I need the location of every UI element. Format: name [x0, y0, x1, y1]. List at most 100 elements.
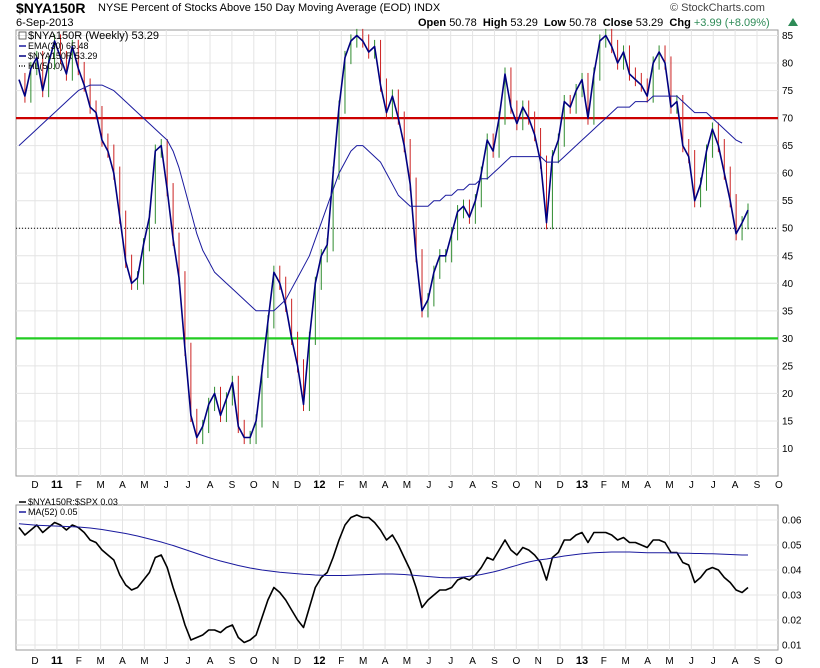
y-tick-label: 0.04: [782, 566, 802, 577]
x-tick-label: N: [272, 480, 279, 491]
legend-entry: $NYA150R 53.29: [28, 51, 97, 61]
y-tick-label: 10: [782, 444, 794, 455]
x-tick-label: D: [556, 656, 563, 667]
panel-1-frame: [15, 29, 779, 477]
series-line-ema-30-: [18, 84, 743, 312]
y-tick-label: 0.01: [782, 641, 802, 652]
chart-date: 6-Sep-2013: [16, 17, 74, 29]
x-tick-label: J: [186, 480, 191, 491]
close-value: 53.29: [635, 17, 664, 29]
x-tick-label: F: [76, 480, 82, 491]
x-tick-label: S: [491, 656, 498, 667]
y-tick-label: 0.03: [782, 591, 802, 602]
x-tick-label: M: [403, 480, 411, 491]
x-tick-label: J: [689, 480, 694, 491]
x-tick-label: F: [338, 656, 344, 667]
legend-entry: $NYA150R:$SPX 0.03: [28, 497, 118, 507]
x-tick-label: A: [207, 480, 214, 491]
y-tick-label: 65: [782, 141, 794, 152]
y-tick-label: 15: [782, 416, 794, 427]
brand-label: © StockCharts.com: [670, 2, 765, 14]
x-tick-label: 12: [313, 479, 325, 491]
x-tick-label: S: [754, 480, 761, 491]
x-tick-label: A: [469, 656, 476, 667]
x-tick-label: S: [229, 480, 236, 491]
x-tick-label: N: [535, 656, 542, 667]
collapse-arrow-icon[interactable]: [788, 18, 798, 26]
x-tick-label: M: [403, 656, 411, 667]
y-tick-label: 0.05: [782, 541, 802, 552]
y-tick-label: 0.06: [782, 516, 802, 527]
low-value: 50.78: [569, 17, 597, 29]
x-tick-label: M: [140, 656, 148, 667]
x-tick-label: J: [448, 480, 453, 491]
x-tick-label: M: [665, 480, 673, 491]
x-tick-label: N: [535, 480, 542, 491]
x-tick-label: N: [272, 656, 279, 667]
y-tick-label: 45: [782, 251, 794, 262]
series-line--nya150r: [18, 34, 749, 439]
series-line--nya150r-spx: [18, 514, 749, 644]
x-tick-label: D: [31, 656, 38, 667]
chart-description: NYSE Percent of Stocks Above 150 Day Mov…: [98, 2, 440, 14]
x-tick-label: S: [491, 480, 498, 491]
x-tick-label: 12: [313, 655, 325, 667]
y-tick-label: 30: [782, 334, 794, 345]
y-tick-label: 50: [782, 224, 794, 235]
y-tick-label: 80: [782, 59, 794, 70]
chg-value: +3.99 (+8.09%): [693, 17, 770, 29]
x-tick-label: J: [426, 656, 431, 667]
x-tick-label: A: [469, 480, 476, 491]
x-tick-label: M: [140, 480, 148, 491]
y-tick-label: 35: [782, 306, 794, 317]
x-tick-label: A: [119, 480, 126, 491]
x-tick-label: M: [622, 480, 630, 491]
x-tick-label: A: [382, 480, 389, 491]
chart-symbol: $NYA150R: [16, 0, 86, 16]
x-tick-label: O: [250, 480, 258, 491]
y-tick-label: 85: [782, 31, 794, 42]
x-tick-label: F: [601, 480, 607, 491]
x-tick-label: 13: [576, 655, 588, 667]
y-tick-label: 25: [782, 361, 794, 372]
x-tick-label: A: [207, 656, 214, 667]
x-tick-label: M: [622, 656, 630, 667]
legend-entry: HL(50.0): [28, 61, 63, 71]
x-tick-label: D: [31, 480, 38, 491]
low-label: Low: [544, 17, 567, 29]
chg-label: Chg: [669, 17, 691, 29]
x-tick-label: O: [775, 656, 783, 667]
open-value: 50.78: [449, 17, 477, 29]
x-tick-label: F: [338, 480, 344, 491]
x-tick-label: D: [294, 480, 301, 491]
y-tick-label: 70: [782, 114, 794, 125]
x-tick-label: 11: [51, 479, 63, 491]
high-label: High: [482, 17, 508, 29]
high-value: 53.29: [510, 17, 538, 29]
x-tick-label: M: [96, 480, 104, 491]
legend-box-icon: [18, 31, 27, 40]
x-tick-label: J: [426, 480, 431, 491]
x-tick-label: F: [76, 656, 82, 667]
exchange-text: INDX: [413, 2, 441, 14]
x-tick-label: O: [512, 656, 520, 667]
close-label: Close: [602, 17, 633, 29]
x-tick-label: J: [711, 480, 716, 491]
x-tick-label: M: [96, 656, 104, 667]
x-tick-label: J: [448, 656, 453, 667]
x-tick-label: M: [359, 480, 367, 491]
x-tick-label: 13: [576, 479, 588, 491]
x-tick-label: J: [186, 656, 191, 667]
description-text: NYSE Percent of Stocks Above 150 Day Mov…: [98, 2, 411, 14]
legend-entry: $NYA150R (Weekly) 53.29: [28, 30, 159, 42]
y-tick-label: 40: [782, 279, 794, 290]
legend-entry: MA(52) 0.05: [28, 507, 78, 517]
y-tick-label: 55: [782, 196, 794, 207]
x-tick-label: J: [164, 480, 169, 491]
x-tick-label: J: [711, 656, 716, 667]
x-tick-label: M: [665, 656, 673, 667]
series-line-ma-52-: [18, 523, 748, 579]
panel-2-frame: [15, 504, 779, 651]
x-tick-label: A: [644, 480, 651, 491]
x-tick-label: S: [754, 656, 761, 667]
